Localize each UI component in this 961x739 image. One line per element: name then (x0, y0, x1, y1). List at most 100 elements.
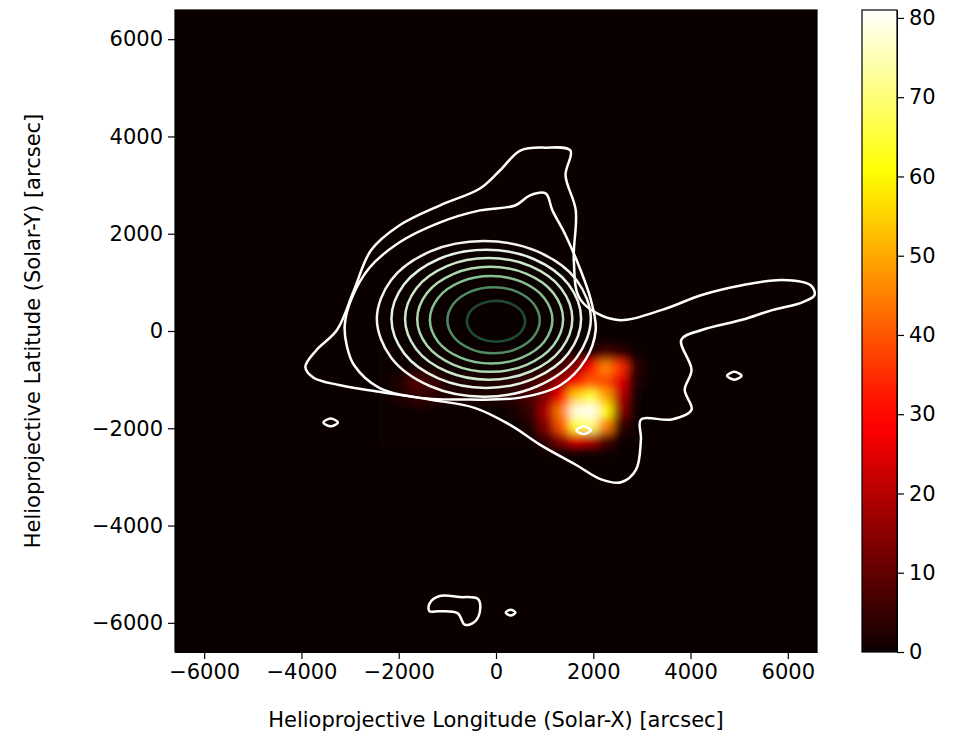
tick-label: 80 (909, 6, 936, 30)
contour-line (405, 258, 572, 380)
tick-mark (897, 652, 904, 653)
tick: 60 (897, 165, 936, 189)
heat-cell (452, 419, 467, 434)
tick-label: 2000 (567, 660, 620, 684)
tick-mark (168, 331, 175, 332)
heat-cell (613, 404, 628, 419)
heat-cell (467, 433, 482, 448)
heat-cell (379, 433, 394, 448)
tick-label: 4000 (110, 125, 163, 149)
tick-label: 0 (150, 319, 163, 343)
heat-cell (525, 419, 540, 434)
heat-cell (613, 433, 628, 448)
tick: 2000 (110, 222, 175, 246)
heat-cell (438, 433, 453, 448)
contour-line (391, 250, 581, 388)
heat-cell (511, 404, 526, 419)
tick-label: 6000 (762, 660, 815, 684)
contour-line (727, 372, 742, 380)
heat-cell (438, 404, 453, 419)
heat-cell (613, 360, 628, 375)
heat-cell (423, 404, 438, 419)
tick-mark (168, 136, 175, 137)
tick: 40 (897, 323, 936, 347)
heat-cell (408, 419, 423, 434)
heat-cell (540, 404, 555, 419)
tick: 80 (897, 6, 936, 30)
heat-cell (554, 389, 569, 404)
heat-cell (423, 433, 438, 448)
tick-label: −2000 (364, 660, 435, 684)
heat-cell (496, 433, 511, 448)
tick-label: 60 (909, 165, 936, 189)
tick-mark (168, 39, 175, 40)
heat-cell (540, 419, 555, 434)
tick: 4000 (110, 125, 175, 149)
tick-mark (897, 573, 904, 574)
tick-label: 0 (490, 660, 503, 684)
contour-line (428, 595, 480, 625)
heat-cell (408, 433, 423, 448)
tick: 0 (150, 319, 175, 343)
tick-mark (788, 652, 789, 659)
heat-cell (613, 375, 628, 390)
chart: −6000−4000−20000200040006000−6000−4000−2… (0, 0, 961, 739)
x-axis-title: Helioprojective Longitude (Solar-X) [arc… (268, 708, 724, 732)
tick: 2000 (567, 652, 620, 684)
tick: −2000 (92, 416, 175, 440)
tick-label: 70 (909, 85, 936, 109)
heat-cell (613, 419, 628, 434)
heat-cell (598, 360, 613, 375)
tick-mark (897, 176, 904, 177)
tick-mark (897, 97, 904, 98)
colorbar-axis: 01020304050607080 (897, 6, 936, 664)
heat-cell (584, 389, 599, 404)
tick-label: 40 (909, 323, 936, 347)
heat-cell (452, 433, 467, 448)
tick-mark (897, 493, 904, 494)
heat-cell (569, 389, 584, 404)
heat-cell (379, 375, 394, 390)
tick: 6000 (110, 27, 175, 51)
y-axis: −6000−4000−20000200040006000 (92, 11, 176, 653)
tick-mark (897, 335, 904, 336)
heat-cell (627, 389, 642, 404)
tick-mark (168, 623, 175, 624)
tick: −6000 (92, 611, 175, 635)
plot-frame (175, 10, 817, 652)
axis-line (897, 11, 898, 653)
heat-cell (627, 346, 642, 361)
contour-line (377, 241, 591, 397)
tick-mark (301, 652, 302, 659)
heat-cell (627, 360, 642, 375)
y-axis-title: Helioprojective Latitude (Solar-Y) [arcs… (21, 114, 45, 549)
tick-label: 10 (909, 561, 936, 585)
tick-mark (168, 525, 175, 526)
heat-cell (627, 375, 642, 390)
tick-mark (399, 652, 400, 659)
heat-cell (394, 375, 409, 390)
tick: −6000 (169, 652, 240, 684)
tick-mark (897, 18, 904, 19)
tick: −2000 (364, 652, 435, 684)
contour-line (467, 301, 525, 342)
contour-line (430, 276, 553, 364)
tick: 10 (897, 561, 936, 585)
axis-line (175, 11, 176, 653)
tick: 20 (897, 482, 936, 506)
heat-cell (569, 404, 584, 419)
tick-label: 6000 (110, 27, 163, 51)
tick: 30 (897, 402, 936, 426)
tick-label: 2000 (110, 222, 163, 246)
heat-cell (627, 404, 642, 419)
heat-cell (554, 404, 569, 419)
heat-cell (394, 433, 409, 448)
tick-label: 30 (909, 402, 936, 426)
heat-cell (379, 404, 394, 419)
heat-cell (598, 346, 613, 361)
contour-line (417, 267, 563, 372)
heat-cell (598, 404, 613, 419)
heat-cell (598, 389, 613, 404)
heat-cell (394, 404, 409, 419)
tick-label: −4000 (266, 660, 337, 684)
